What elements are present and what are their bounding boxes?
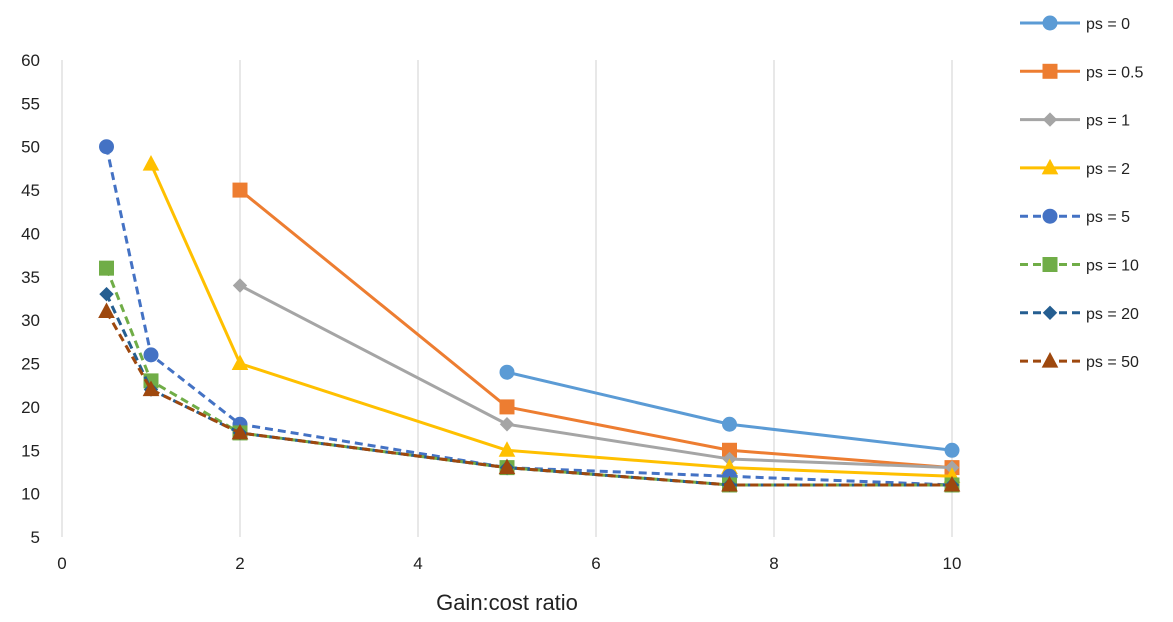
- data-point: [499, 399, 515, 415]
- series-ps-50: [98, 302, 961, 492]
- legend-entry: ps = 1: [1020, 112, 1130, 130]
- data-point: [499, 417, 515, 432]
- series-ps-0: [499, 364, 960, 458]
- legend-marker: [1042, 305, 1058, 321]
- y-tick-label: 20: [21, 398, 40, 417]
- x-tick-label: 2: [235, 554, 244, 573]
- y-tick-label: 40: [21, 224, 40, 243]
- data-point: [943, 475, 961, 492]
- legend-label: ps = 0.5: [1086, 64, 1143, 81]
- legend-label: ps = 0: [1086, 16, 1130, 33]
- tick-labels: 0 2 4 6 8 10 5 10 15 20 25 30 35 40 45 50 55 60: [21, 51, 961, 573]
- legend: ps = 0 ps = 0.5 ps = 1 ps = 2 ps = 5 ps = 10 p…: [1020, 15, 1143, 371]
- legend-entry: ps = 5: [1020, 208, 1130, 226]
- data-point: [99, 286, 114, 302]
- x-tick-label: 6: [591, 554, 600, 573]
- legend-marker: [1041, 352, 1059, 368]
- x-tick-label: 0: [57, 554, 66, 573]
- data-point: [99, 260, 114, 276]
- data-point: [99, 139, 114, 155]
- data-point: [143, 347, 159, 363]
- legend-marker: [1042, 208, 1058, 224]
- legend-marker: [1042, 112, 1058, 127]
- data-point: [721, 475, 738, 492]
- y-tick-label: 50: [21, 138, 40, 157]
- data-point: [98, 302, 115, 319]
- x-tick-label: 10: [943, 554, 962, 573]
- legend-label: ps = 2: [1086, 161, 1130, 178]
- data-point: [232, 182, 248, 198]
- legend-entry: ps = 0: [1020, 15, 1130, 33]
- legend-marker: [1042, 15, 1058, 31]
- legend-label: ps = 10: [1086, 258, 1139, 275]
- series-line: [506, 370, 953, 452]
- data-point: [142, 380, 160, 397]
- series-ps-2: [142, 155, 961, 483]
- legend-marker: [1042, 257, 1058, 272]
- y-tick-label: 35: [21, 268, 40, 287]
- legend-entry: ps = 20: [1020, 305, 1139, 323]
- legend-entry: ps = 10: [1020, 257, 1139, 275]
- x-tick-label: 8: [769, 554, 778, 573]
- data-point: [231, 423, 249, 440]
- series-line: [239, 188, 953, 470]
- legend-label: ps = 1: [1086, 113, 1130, 130]
- x-axis-title: Gain:cost ratio: [436, 590, 578, 615]
- y-tick-label: 10: [21, 485, 40, 504]
- data-point: [232, 278, 248, 293]
- legend-entry: ps = 0.5: [1020, 63, 1143, 81]
- legend-label: ps = 50: [1086, 354, 1139, 371]
- series-ps-5: [99, 139, 960, 493]
- y-tick-label: 45: [21, 181, 40, 200]
- y-tick-label: 25: [21, 355, 40, 374]
- data-point: [498, 458, 516, 475]
- data-point: [498, 441, 516, 457]
- x-tick-label: 4: [413, 554, 422, 573]
- series-line: [105, 146, 953, 487]
- series-line: [105, 310, 952, 487]
- y-tick-label: 15: [21, 441, 40, 460]
- y-tick-label: 5: [31, 528, 40, 547]
- data-point: [231, 354, 249, 371]
- legend-marker: [1041, 158, 1059, 175]
- data-point: [499, 364, 515, 380]
- series-line: [239, 284, 953, 470]
- legend-entry: ps = 50: [1020, 352, 1139, 371]
- y-tick-label: 55: [21, 94, 40, 113]
- series-lines: [98, 139, 961, 493]
- y-tick-label: 30: [21, 311, 40, 330]
- legend-marker: [1042, 63, 1058, 79]
- legend-label: ps = 20: [1086, 306, 1139, 323]
- series-ps-20: [99, 286, 960, 493]
- series-ps-1: [232, 278, 960, 475]
- gridlines: [61, 60, 953, 537]
- data-point: [142, 155, 160, 171]
- data-point: [944, 442, 960, 458]
- legend-label: ps = 5: [1086, 209, 1130, 226]
- legend-entry: ps = 2: [1020, 158, 1130, 178]
- data-point: [722, 416, 737, 432]
- y-tick-label: 60: [21, 51, 40, 70]
